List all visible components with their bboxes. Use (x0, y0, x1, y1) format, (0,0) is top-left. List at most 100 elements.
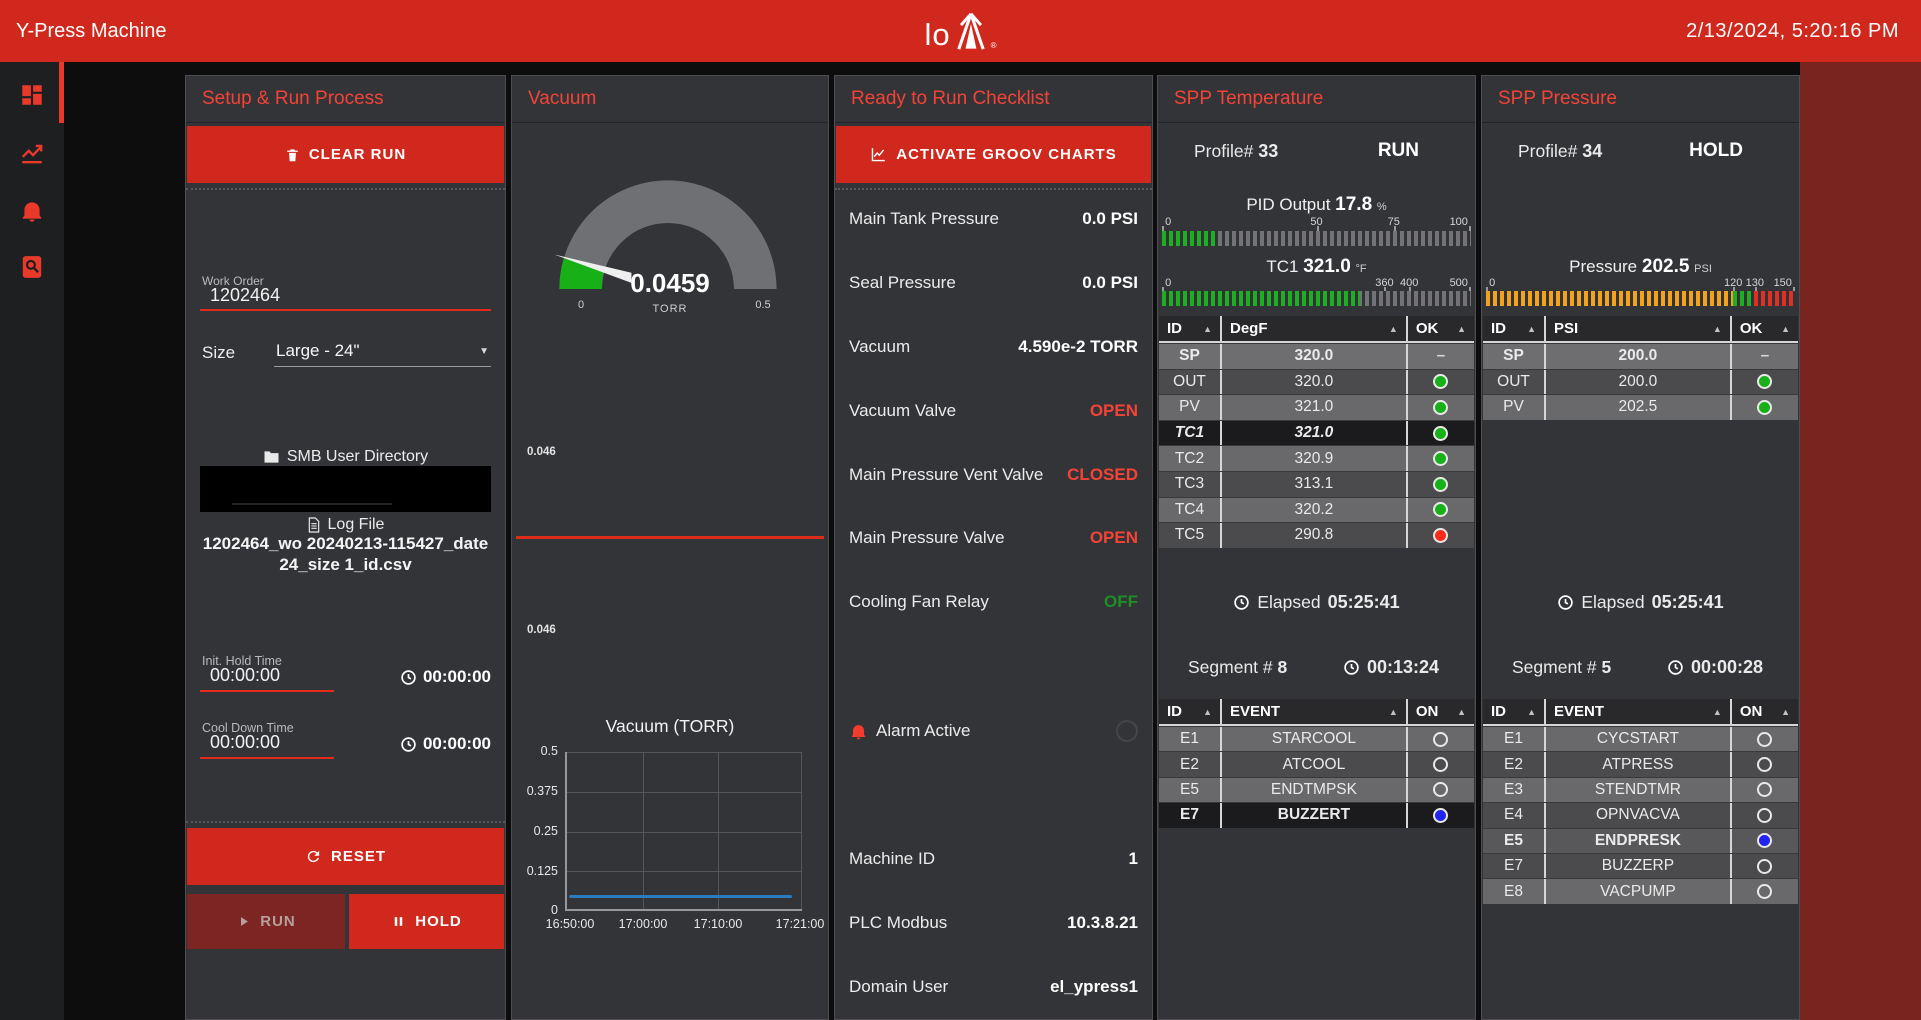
row-value: 1 (1128, 849, 1138, 868)
table-row[interactable]: PV 202.5 (1483, 394, 1798, 420)
divider (1482, 122, 1799, 123)
smb-directory-path-box[interactable] (200, 466, 491, 512)
panel-title: Vacuum (528, 88, 597, 109)
event-row[interactable]: E2 ATCOOL (1159, 751, 1474, 777)
row-label: Machine ID (849, 849, 935, 868)
cool-down-timer-value: 00:00:00 (422, 734, 491, 753)
panel-spp-temperature: SPP Temperature Profile# 33 RUN PID Outp… (1157, 75, 1476, 1020)
refresh-icon (307, 850, 320, 863)
event-row[interactable]: E7 BUZZERP (1483, 852, 1798, 879)
divider (512, 122, 828, 123)
event-row[interactable]: E1 CYCSTART (1483, 726, 1798, 752)
x-tick: 17:10:00 (693, 917, 743, 931)
trends-chart-icon[interactable] (19, 140, 45, 166)
clear-run-button[interactable]: CLEAR RUN (187, 126, 504, 183)
logo-text: lo (924, 17, 951, 52)
elapsed-row: Elapsed 05:25:41 (1482, 590, 1799, 614)
row-label: Cooling Fan Relay (849, 592, 989, 611)
event-row[interactable]: E5 ENDPRESK (1483, 827, 1798, 853)
checklist-row: Vacuum Valve OPEN (849, 399, 1138, 423)
chevron-down-icon[interactable]: ▼ (479, 346, 489, 357)
checklist-row: Vacuum 4.590e-2 TORR (849, 335, 1138, 359)
table-row[interactable]: TC4 320.2 (1159, 496, 1474, 523)
table-row[interactable]: SP 200.0– (1483, 343, 1798, 369)
row-value: OFF (1104, 592, 1138, 611)
gauge-value: 0.0459 (630, 268, 710, 298)
activate-groov-charts-button[interactable]: ACTIVATE GROOV CHARTS (836, 126, 1151, 183)
event-row[interactable]: E7 BUZZERT (1159, 802, 1474, 828)
gridline (643, 752, 644, 909)
reset-button[interactable]: RESET (187, 828, 504, 885)
row-label: Vacuum (849, 337, 911, 356)
event-row[interactable]: E8 VACPUMP (1483, 878, 1798, 904)
sort-header-on[interactable]: ON ▲ (1739, 703, 1790, 720)
hold-button[interactable]: HOLD (349, 894, 504, 949)
event-row[interactable]: E3 STENDTMR (1483, 776, 1798, 803)
table-row[interactable]: OUT 200.0 (1483, 368, 1798, 395)
table-header: ID ▲ EVENT ▲ ON ▲ (1483, 699, 1798, 726)
table-row[interactable]: SP 320.0– (1159, 343, 1474, 369)
clock-icon (1234, 594, 1250, 610)
dashboard-icon[interactable] (19, 82, 45, 108)
table-row[interactable]: PV 321.0 (1159, 394, 1474, 420)
temperature-table: ID ▲ DegF ▲ OK ▲ SP 320.0– OUT 320.0 PV 321.0 … (1159, 316, 1474, 548)
panel-title: Ready to Run Checklist (851, 88, 1050, 109)
sort-header-id[interactable]: ID ▲ (1483, 699, 1546, 724)
log-search-icon[interactable] (19, 254, 45, 280)
sparkline-value-1: 0.046 (527, 446, 556, 458)
checklist-row: Main Pressure Valve OPEN (849, 526, 1138, 550)
status-led (1433, 425, 1449, 441)
init-hold-timer: 00:00:00 (400, 667, 491, 687)
event-row[interactable]: E1 STARCOOL (1159, 726, 1474, 752)
redacted-path-text (232, 503, 392, 505)
work-order-input[interactable] (210, 285, 360, 306)
sort-header-event[interactable]: EVENT ▲ (1546, 699, 1732, 724)
table-row[interactable]: TC5 290.8 (1159, 522, 1474, 548)
checklist-row: Cooling Fan Relay OFF (849, 590, 1138, 614)
segment-timer: 00:13:24 (1343, 657, 1439, 678)
checklist-row: Main Pressure Vent Valve CLOSED (849, 463, 1138, 487)
pid-output-label: PID Output 17.8 % (1246, 194, 1387, 215)
sort-header-degf[interactable]: DegF ▲ (1222, 316, 1408, 341)
gridline (801, 752, 802, 909)
divider (186, 188, 505, 190)
sort-header-on[interactable]: ON ▲ (1415, 703, 1466, 720)
pressure-bar (1486, 291, 1795, 306)
event-row[interactable]: E5 ENDTMPSK (1159, 776, 1474, 803)
row-label: Main Tank Pressure (849, 209, 999, 228)
sort-header-ok[interactable]: OK ▲ (1415, 320, 1466, 337)
vacuum-gauge (554, 180, 777, 289)
alarms-bell-icon[interactable] (19, 198, 45, 224)
run-button[interactable]: RUN (187, 894, 345, 949)
table-row[interactable]: TC3 313.1 (1159, 470, 1474, 497)
sort-header-ok[interactable]: OK ▲ (1739, 320, 1790, 337)
sort-header-id[interactable]: ID ▲ (1159, 699, 1222, 724)
clock-icon (1668, 659, 1683, 675)
gridline (567, 832, 802, 833)
work-order-underline (200, 309, 491, 311)
size-select[interactable]: Large - 24" (276, 341, 360, 360)
sort-header-id[interactable]: ID ▲ (1159, 316, 1222, 341)
table-row[interactable]: OUT 320.0 (1159, 368, 1474, 395)
cool-down-label: Cool Down Time (202, 721, 294, 735)
sort-header-psi[interactable]: PSI ▲ (1546, 316, 1732, 341)
active-page-indicator (59, 62, 64, 123)
y-tick: 0.375 (526, 784, 558, 798)
x-tick: 17:00:00 (618, 917, 668, 931)
event-row[interactable]: E2 ATPRESS (1483, 751, 1798, 777)
log-file-label: Log File (327, 516, 385, 533)
reset-label: RESET (330, 848, 386, 865)
init-hold-input[interactable] (210, 665, 330, 686)
gridline (567, 871, 802, 872)
table-row[interactable]: TC1 321.0 (1159, 419, 1474, 446)
work-order-label: Work Order (202, 274, 264, 288)
sort-header-id[interactable]: ID ▲ (1483, 316, 1546, 341)
event-row[interactable]: E4 OPNVACVA (1483, 802, 1798, 828)
panel-title: SPP Pressure (1498, 88, 1617, 109)
event-led (1757, 833, 1773, 849)
sort-header-event[interactable]: EVENT ▲ (1222, 699, 1408, 724)
table-row[interactable]: TC2 320.9 (1159, 445, 1474, 471)
cool-down-input[interactable] (210, 732, 330, 753)
smb-directory-row[interactable]: SMB User Directory (186, 448, 505, 466)
segment-timer: 00:00:28 (1667, 657, 1763, 678)
